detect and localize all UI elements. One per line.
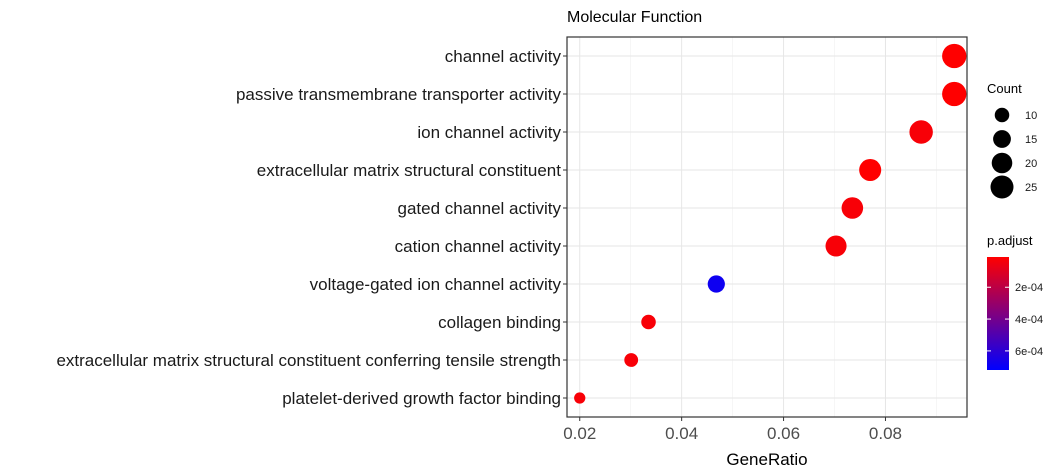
category-label: extracellular matrix structural constitu… [257, 161, 562, 180]
color-legend-label: 2e-04 [1015, 282, 1043, 294]
category-label: cation channel activity [395, 237, 562, 256]
plot-border [566, 36, 968, 418]
data-point [841, 197, 864, 219]
size-legend-label: 25 [1025, 182, 1037, 194]
size-legend-key [991, 152, 1013, 174]
legends: Count 10 15 20 25 p.adjust 2e-04 4e-04 6e-04 [987, 81, 1043, 370]
color-legend-title: p.adjust [987, 233, 1033, 248]
category-label: extracellular matrix structural constitu… [56, 351, 561, 370]
x-tick-label: 0.08 [869, 424, 902, 443]
size-legend-label: 10 [1025, 110, 1037, 122]
category-labels: channel activity passive transmembrane tr… [56, 47, 567, 408]
size-legend-key [990, 175, 1014, 199]
category-label: voltage-gated ion channel activity [310, 275, 562, 294]
data-point [909, 120, 933, 144]
category-label: platelet-derived growth factor binding [282, 389, 561, 408]
size-legend-key [993, 130, 1011, 148]
plot-area [566, 36, 968, 418]
color-legend-label: 6e-04 [1015, 346, 1043, 358]
data-point [859, 158, 882, 182]
chart-title: Molecular Function [567, 9, 702, 26]
size-legend-label: 20 [1025, 158, 1037, 170]
data-point [624, 353, 639, 367]
data-point [825, 235, 847, 257]
x-axis-ticks: 0.02 0.04 0.06 0.08 [563, 417, 902, 443]
data-point [942, 81, 967, 107]
color-legend-bar [987, 257, 1009, 370]
size-legend-label: 15 [1025, 134, 1037, 146]
category-label: ion channel activity [417, 123, 561, 142]
x-tick-label: 0.02 [563, 424, 596, 443]
color-legend-label: 4e-04 [1015, 314, 1043, 326]
data-point [942, 43, 967, 69]
category-label: gated channel activity [398, 199, 562, 218]
category-label: channel activity [445, 47, 562, 66]
category-label: passive transmembrane transporter activi… [236, 85, 562, 104]
data-point [574, 392, 586, 404]
data-point [707, 275, 725, 293]
category-label: collagen binding [438, 313, 561, 332]
size-legend-title: Count [987, 81, 1022, 96]
x-tick-label: 0.06 [767, 424, 800, 443]
x-axis-title: GeneRatio [726, 450, 807, 469]
data-point [641, 314, 656, 330]
x-tick-label: 0.04 [665, 424, 698, 443]
size-legend-key [994, 107, 1010, 123]
